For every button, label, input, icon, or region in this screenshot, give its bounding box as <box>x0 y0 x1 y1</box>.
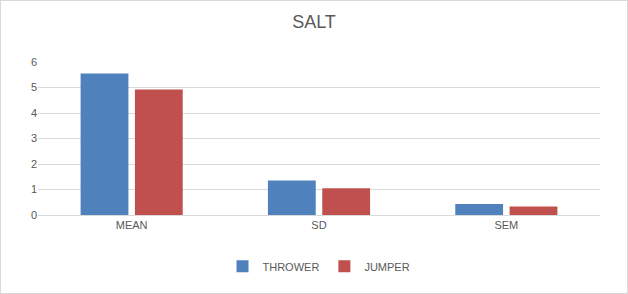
svg-text:6: 6 <box>31 56 37 68</box>
svg-text:0: 0 <box>31 209 37 221</box>
svg-text:3: 3 <box>31 132 37 144</box>
svg-text:SALT: SALT <box>292 12 336 32</box>
svg-text:1: 1 <box>31 183 37 195</box>
svg-text:2: 2 <box>31 158 37 170</box>
svg-text:SEM: SEM <box>494 219 518 231</box>
svg-text:MEAN: MEAN <box>116 219 148 231</box>
svg-text:THROWER: THROWER <box>263 261 320 273</box>
svg-text:5: 5 <box>31 81 37 93</box>
svg-text:4: 4 <box>31 107 37 119</box>
svg-text:SD: SD <box>311 219 326 231</box>
svg-text:JUMPER: JUMPER <box>364 261 409 273</box>
